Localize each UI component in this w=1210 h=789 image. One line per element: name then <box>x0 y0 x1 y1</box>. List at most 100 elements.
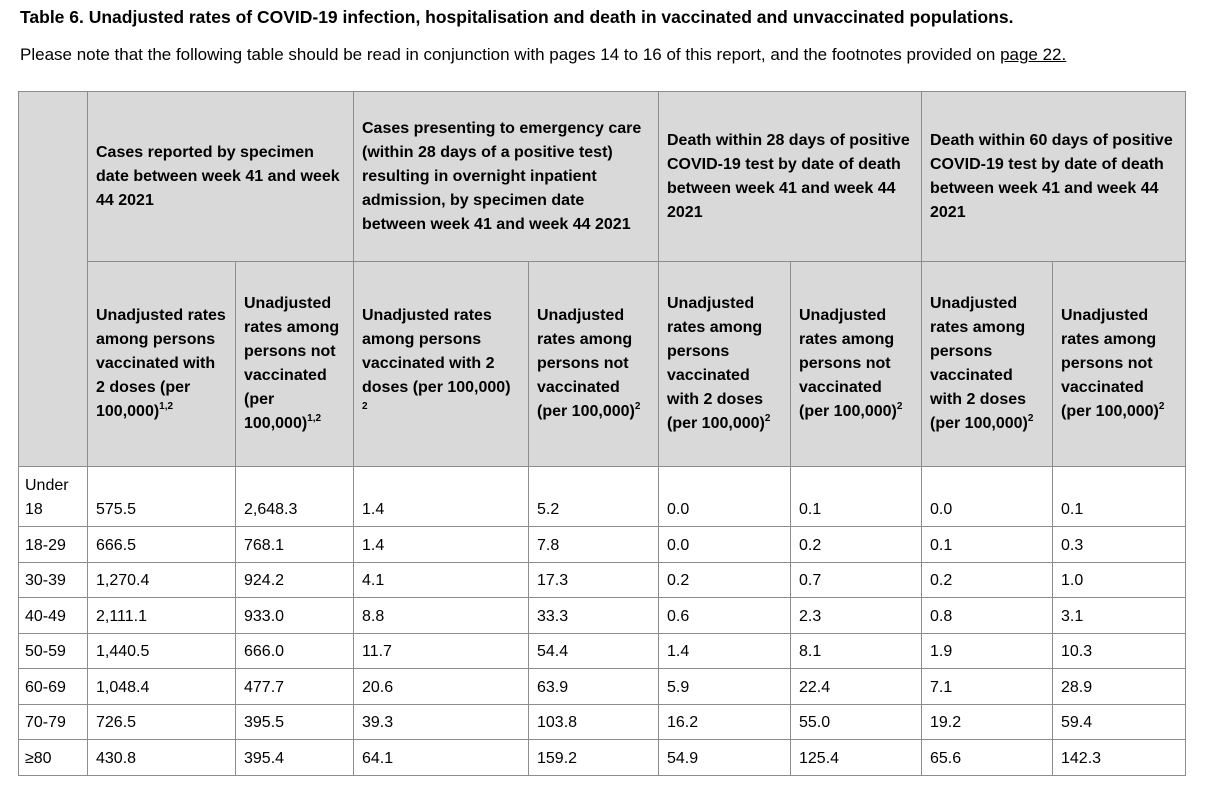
rate-cell: 103.8 <box>528 703 659 740</box>
age-header-cell <box>18 91 88 467</box>
table-row: Under 18 575.5 2,648.3 1.4 5.2 0.0 0.1 0.0 0.1 <box>18 466 1186 527</box>
rate-cell: 16.2 <box>658 703 791 740</box>
rate-cell: 1.4 <box>353 466 529 527</box>
rate-cell: 4.1 <box>353 561 529 598</box>
rate-cell: 65.6 <box>921 739 1053 776</box>
rate-cell: 54.9 <box>658 739 791 776</box>
subheader-text: Unadjusted rates among persons not vacci… <box>244 295 340 432</box>
footnote-marker: 1,2 <box>307 413 322 424</box>
rate-cell: 726.5 <box>87 703 236 740</box>
age-group-cell: 70-79 <box>18 703 88 740</box>
rate-cell: 7.1 <box>921 668 1053 705</box>
rate-cell: 8.8 <box>353 597 529 634</box>
subheader-text: Unadjusted rates among persons not vacci… <box>1061 307 1159 420</box>
subheader-text: Unadjusted rates among persons not vacci… <box>537 307 635 420</box>
rate-cell: 0.0 <box>658 466 791 527</box>
rate-cell: 22.4 <box>790 668 922 705</box>
footnote-marker: 2 <box>362 401 368 412</box>
subheader-vaccinated-2-doses: Unadjusted rates among persons vaccinate… <box>87 261 236 467</box>
table-note: Please note that the following table sho… <box>20 42 1190 68</box>
table-title: Table 6. Unadjusted rates of COVID-19 in… <box>20 7 1014 27</box>
rate-cell: 0.2 <box>658 561 791 598</box>
rate-cell: 33.3 <box>528 597 659 634</box>
rate-cell: 0.2 <box>921 561 1053 598</box>
age-group-cell: 50-59 <box>18 632 88 669</box>
rate-cell: 0.3 <box>1052 526 1186 563</box>
rate-cell: 1.4 <box>353 526 529 563</box>
table-row: ≥80 430.8 395.4 64.1 159.2 54.9 125.4 65.6 142.3 <box>18 739 1186 776</box>
rate-cell: 768.1 <box>235 526 354 563</box>
footnote-marker: 2 <box>1027 413 1034 424</box>
rates-table: Cases reported by specimen date between … <box>18 91 1186 776</box>
rate-cell: 2,111.1 <box>87 597 236 634</box>
group-header-cases: Cases reported by specimen date between … <box>87 91 354 262</box>
table-row: 18-29 666.5 768.1 1.4 7.8 0.0 0.2 0.1 0.3 <box>18 526 1186 563</box>
age-group-cell: ≥80 <box>18 739 88 776</box>
subheader-not-vaccinated: Unadjusted rates among persons not vacci… <box>1052 261 1186 467</box>
rate-cell: 28.9 <box>1052 668 1186 705</box>
rate-cell: 0.2 <box>790 526 922 563</box>
age-group-cell: 40-49 <box>18 597 88 634</box>
rate-cell: 0.0 <box>658 526 791 563</box>
subheader-vaccinated-2-doses: Unadjusted rates among persons vaccinate… <box>658 261 791 467</box>
rate-cell: 54.4 <box>528 632 659 669</box>
footnote-marker: 1,2 <box>159 401 174 412</box>
rate-cell: 575.5 <box>87 466 236 527</box>
table-row: 40-49 2,111.1 933.0 8.8 33.3 0.6 2.3 0.8 3.1 <box>18 597 1186 634</box>
rate-cell: 19.2 <box>921 703 1053 740</box>
group-header-death-60-days: Death within 60 days of positive COVID-1… <box>921 91 1186 262</box>
rate-cell: 0.6 <box>658 597 791 634</box>
group-header-death-28-days: Death within 28 days of positive COVID-1… <box>658 91 922 262</box>
rate-cell: 55.0 <box>790 703 922 740</box>
table-row: 70-79 726.5 395.5 39.3 103.8 16.2 55.0 19.2 59.4 <box>18 703 1186 740</box>
rate-cell: 2.3 <box>790 597 922 634</box>
rate-cell: 11.7 <box>353 632 529 669</box>
rate-cell: 1.4 <box>658 632 791 669</box>
rate-cell: 0.1 <box>790 466 922 527</box>
rate-cell: 8.1 <box>790 632 922 669</box>
footnote-marker: 2 <box>1158 401 1165 412</box>
rate-cell: 924.2 <box>235 561 354 598</box>
rate-cell: 10.3 <box>1052 632 1186 669</box>
rate-cell: 0.1 <box>1052 466 1186 527</box>
rate-cell: 1.0 <box>1052 561 1186 598</box>
rate-cell: 1,440.5 <box>87 632 236 669</box>
rate-cell: 0.8 <box>921 597 1053 634</box>
subheader-not-vaccinated: Unadjusted rates among persons not vacci… <box>235 261 354 467</box>
subheader-text: Unadjusted rates among persons vaccinate… <box>930 295 1028 432</box>
rate-cell: 5.9 <box>658 668 791 705</box>
rate-cell: 430.8 <box>87 739 236 776</box>
footnote-marker: 2 <box>896 401 903 412</box>
footnote-marker: 2 <box>634 401 641 412</box>
note-text: Please note that the following table sho… <box>20 45 1001 64</box>
rate-cell: 159.2 <box>528 739 659 776</box>
age-group-cell: 30-39 <box>18 561 88 598</box>
rate-cell: 2,648.3 <box>235 466 354 527</box>
rate-cell: 17.3 <box>528 561 659 598</box>
rate-cell: 3.1 <box>1052 597 1186 634</box>
subheader-text: Unadjusted rates among persons vaccinate… <box>667 295 765 432</box>
rate-cell: 125.4 <box>790 739 922 776</box>
table-row: 50-59 1,440.5 666.0 11.7 54.4 1.4 8.1 1.9 10.3 <box>18 632 1186 669</box>
rate-cell: 0.7 <box>790 561 922 598</box>
age-group-cell: 18-29 <box>18 526 88 563</box>
age-group-cell: Under 18 <box>18 466 88 527</box>
group-header-emergency-care: Cases presenting to emergency care (with… <box>353 91 659 262</box>
rate-cell: 7.8 <box>528 526 659 563</box>
subheader-vaccinated-2-doses: Unadjusted rates among persons vaccinate… <box>353 261 529 467</box>
subheader-text: Unadjusted rates among persons vaccinate… <box>362 307 511 396</box>
subheader-vaccinated-2-doses: Unadjusted rates among persons vaccinate… <box>921 261 1053 467</box>
rate-cell: 64.1 <box>353 739 529 776</box>
subheader-not-vaccinated: Unadjusted rates among persons not vacci… <box>528 261 659 467</box>
rate-cell: 666.0 <box>235 632 354 669</box>
rate-cell: 1.9 <box>921 632 1053 669</box>
rate-cell: 142.3 <box>1052 739 1186 776</box>
rate-cell: 5.2 <box>528 466 659 527</box>
rate-cell: 0.1 <box>921 526 1053 563</box>
subheader-text: Unadjusted rates among persons vaccinate… <box>96 307 226 420</box>
age-group-cell: 60-69 <box>18 668 88 705</box>
rate-cell: 395.5 <box>235 703 354 740</box>
rate-cell: 395.4 <box>235 739 354 776</box>
rate-cell: 477.7 <box>235 668 354 705</box>
subheader-text: Unadjusted rates among persons not vacci… <box>799 307 897 420</box>
